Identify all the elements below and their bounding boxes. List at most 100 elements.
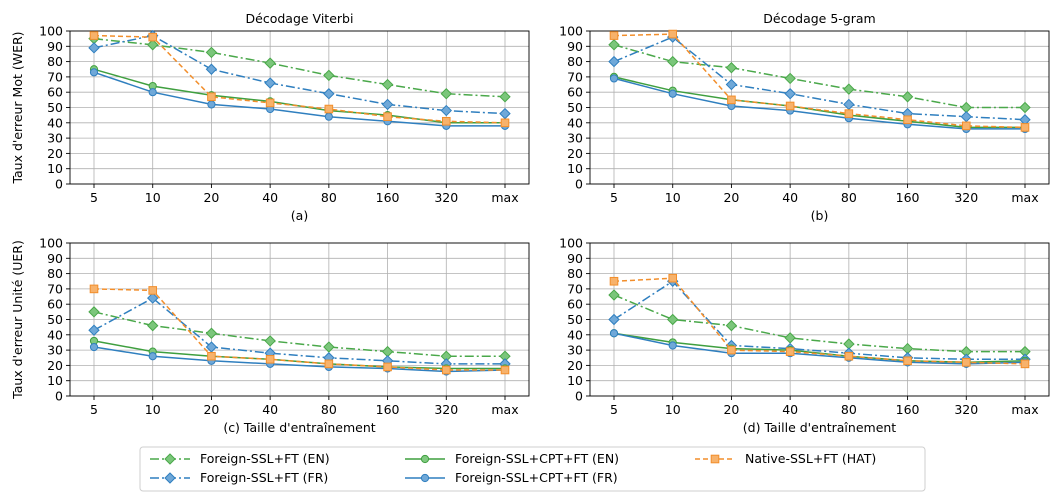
data-point [960, 110, 972, 123]
legend-item-foreign-ssl-ft-fr: Foreign-SSL+FT (FR) [150, 470, 328, 485]
legend-label: Foreign-SSL+FT (FR) [200, 470, 328, 485]
y-tick-label: 80 [47, 54, 63, 69]
y-tick-label: 70 [567, 281, 583, 296]
series-line [613, 280, 1025, 361]
data-point [89, 342, 99, 352]
data-point [265, 98, 275, 108]
data-point [205, 327, 218, 339]
x-tick-label: 160 [896, 402, 920, 417]
y-tick-label: 60 [567, 297, 583, 312]
data-point [324, 104, 334, 114]
y-tick-label: 40 [47, 115, 63, 130]
data-point [609, 276, 619, 286]
y-tick-label: 30 [47, 131, 63, 146]
series-line [93, 34, 506, 124]
data-point [668, 29, 678, 39]
panel-caption: (b) [811, 208, 829, 223]
x-tick-label: 80 [841, 402, 857, 417]
y-tick-label: 60 [567, 85, 583, 100]
x-tick-label: max [491, 402, 518, 417]
legend-label: Foreign-SSL+CPT+FT (EN) [455, 451, 619, 466]
data-point [1020, 123, 1030, 132]
data-point [147, 319, 159, 332]
data-point [668, 273, 678, 283]
data-point [1020, 359, 1030, 369]
data-point [148, 352, 157, 361]
data-point [383, 362, 392, 372]
data-point [324, 112, 333, 121]
x-tick-label: 80 [841, 190, 857, 205]
data-point [323, 88, 335, 100]
series-native-ssl-ft-hat [609, 29, 1030, 132]
data-point [499, 91, 511, 103]
x-tick-label: 5 [90, 402, 98, 417]
data-point [903, 115, 912, 125]
series-native-ssl-ft-hat [89, 31, 510, 128]
y-tick-label: 0 [575, 177, 583, 192]
x-tick-label: 10 [665, 402, 681, 417]
x-tick-label: 320 [954, 190, 978, 205]
series-line [93, 34, 506, 115]
y-tick-label: 50 [567, 312, 583, 327]
data-point [88, 42, 100, 54]
data-point [668, 341, 677, 350]
data-point [89, 31, 99, 40]
x-tick-label: max [491, 190, 518, 205]
series-line [613, 33, 1026, 129]
y-tick-label: 80 [567, 266, 583, 281]
data-point [264, 335, 276, 347]
legend-item-native-ssl-ft-hat: Native-SSL+FT (HAT) [695, 451, 876, 466]
y-tick-label: 50 [47, 312, 63, 327]
y-tick-label: 100 [39, 24, 63, 39]
x-tick-label: 5 [610, 402, 618, 417]
data-point [207, 92, 216, 102]
x-tick-label: 5 [610, 190, 618, 205]
data-point [89, 68, 99, 77]
data-point [265, 354, 275, 364]
panel-title: Décodage 5-gram [763, 11, 875, 26]
x-tick-label: 160 [896, 190, 920, 205]
legend-label: Foreign-SSL+CPT+FT (FR) [455, 470, 618, 485]
y-tick-label: 10 [567, 161, 583, 176]
data-point [725, 319, 738, 332]
y-tick-label: 40 [47, 327, 63, 342]
data-point [784, 88, 796, 100]
y-tick-label: 0 [55, 177, 63, 192]
series-line [613, 77, 1025, 130]
y-tick-label: 60 [47, 297, 63, 312]
legend-item-foreign-ssl-ft-en: Foreign-SSL+FT (EN) [150, 451, 330, 466]
y-tick-label: 90 [567, 39, 583, 54]
data-point [608, 313, 620, 326]
y-tick-label: 10 [47, 161, 63, 176]
x-tick-label: 20 [723, 190, 739, 205]
series-line [93, 37, 506, 98]
series-foreign-ssl-ft-en [608, 39, 1031, 114]
y-axis-label: Taux d'erreur Unité (UER) [10, 240, 25, 400]
x-tick-label: 320 [434, 190, 458, 205]
data-point [843, 83, 855, 95]
x-tick-label: max [1011, 402, 1038, 417]
legend-marker [164, 472, 176, 484]
y-tick-label: 100 [559, 236, 583, 251]
data-point [264, 57, 276, 69]
y-tick-label: 90 [567, 251, 583, 266]
panel-caption: (a) [291, 208, 308, 223]
y-tick-label: 0 [55, 389, 63, 404]
y-tick-label: 10 [567, 373, 583, 388]
legend-label: Native-SSL+FT (HAT) [745, 451, 876, 466]
data-point [1019, 101, 1031, 114]
data-point [324, 359, 334, 369]
data-point [608, 39, 620, 51]
y-tick-label: 40 [567, 327, 583, 342]
data-point [207, 100, 216, 109]
data-point [784, 332, 796, 344]
data-point [667, 313, 679, 326]
y-tick-label: 10 [47, 373, 63, 388]
y-tick-label: 100 [39, 236, 63, 251]
data-point [205, 63, 218, 75]
data-point [148, 286, 158, 295]
data-point [381, 98, 394, 111]
x-axis-label: (d) Taille d'entraînement [743, 420, 897, 435]
